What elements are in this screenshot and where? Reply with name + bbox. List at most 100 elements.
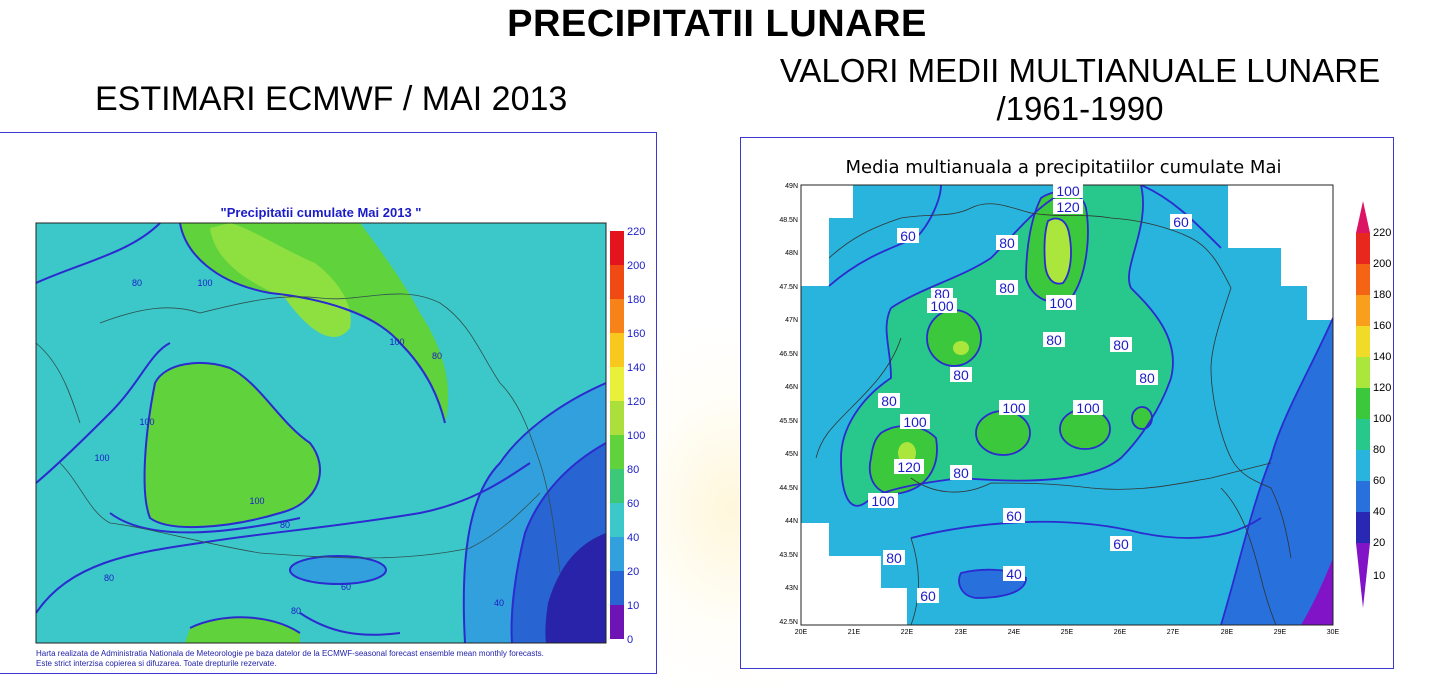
climatology-contour-label: 60 [1170, 214, 1192, 230]
ecmwf-colorbar-tick: 160 [627, 328, 645, 340]
ecmwf-contour-label: 100 [197, 278, 212, 288]
svg-text:100: 100 [1076, 400, 1100, 416]
ecmwf-zone-60-south [290, 556, 386, 584]
climatology-contour-label: 80 [1136, 370, 1158, 386]
ecmwf-map-frame [35, 222, 607, 644]
climatology-contour-label: 80 [1043, 332, 1065, 348]
svg-text:40: 40 [1006, 566, 1022, 582]
lat-tick: 43N [785, 585, 798, 592]
lat-tick: 43.5N [779, 552, 798, 559]
climatology-nodata-sw [801, 523, 907, 625]
climatology-colorbar-tick: 160 [1373, 320, 1391, 332]
climatology-contour-label: 80 [996, 280, 1018, 296]
ecmwf-colorbar-tick: 0 [627, 634, 633, 646]
right-subtitle: VALORI MEDII MULTIANUALE LUNARE /1961-19… [740, 52, 1420, 128]
ecmwf-zone-20-east [545, 533, 606, 643]
ecmwf-contour-label: 100 [389, 337, 404, 347]
ecmwf-colorbar-tick: 20 [627, 566, 639, 578]
lon-tick: 25E [1061, 629, 1074, 636]
svg-text:120: 120 [1056, 199, 1080, 215]
svg-text:100: 100 [903, 414, 927, 430]
right-subtitle-line2: /1961-1990 [996, 90, 1164, 127]
ecmwf-contour-label: 80 [291, 606, 301, 616]
climatology-zone-100-center [976, 411, 1030, 455]
svg-text:80: 80 [1113, 337, 1129, 353]
svg-text:100: 100 [871, 493, 895, 509]
ecmwf-colorbar-tick: 200 [627, 260, 645, 272]
climatology-colorbar-tick: 60 [1373, 475, 1385, 487]
climatology-contour-label: 40 [1003, 566, 1025, 582]
lon-tick: 27E [1167, 629, 1180, 636]
lat-tick: 47N [785, 317, 798, 324]
ecmwf-colorbar-tick: 100 [627, 430, 645, 442]
climatology-colorbar: 220 200 180 160 140 120 100 80 60 40 20 … [1356, 201, 1391, 608]
climatology-colorbar-tick: 120 [1373, 382, 1391, 394]
ecmwf-map-panel: "Precipitatii cumulate Mai 2013 " [0, 132, 657, 674]
ecmwf-colorbar-tick: 40 [627, 532, 639, 544]
lon-tick: 26E [1114, 629, 1127, 636]
climatology-colorbar-tick: 140 [1373, 351, 1391, 363]
climatology-contour-label: 60 [1110, 536, 1132, 552]
lat-tick: 47.5N [779, 284, 798, 291]
climatology-colorbar-tick: 200 [1373, 258, 1391, 270]
climatology-zone-100-east [1060, 409, 1110, 449]
ecmwf-colorbar-tick: 120 [627, 396, 645, 408]
lon-tick: 28E [1221, 629, 1234, 636]
climatology-colorbar-tick: 10 [1373, 570, 1385, 582]
lon-tick: 29E [1274, 629, 1287, 636]
page-title: PRECIPITATII LUNARE [507, 3, 927, 45]
climatology-zone-120-west [953, 341, 969, 355]
climatology-contour-label: 120 [1053, 199, 1083, 215]
lon-tick: 24E [1008, 629, 1021, 636]
svg-text:80: 80 [953, 465, 969, 481]
lat-tick: 46.5N [779, 351, 798, 358]
ecmwf-map-svg: 80 100 100 80 100 100 100 80 80 80 60 40 [35, 222, 645, 646]
svg-text:80: 80 [999, 280, 1015, 296]
lon-tick: 21E [848, 629, 861, 636]
climatology-contour-label: 80 [1110, 337, 1132, 353]
ecmwf-contour-label: 100 [139, 417, 154, 427]
climatology-colorbar-tick: 100 [1373, 413, 1391, 425]
svg-text:100: 100 [1002, 400, 1026, 416]
ecmwf-footnote-line2: Este strict interzisa copierea si difuza… [36, 659, 277, 668]
ecmwf-colorbar-tick: 180 [627, 294, 645, 306]
lon-tick: 30E [1327, 629, 1340, 636]
climatology-colorbar-tick: 20 [1373, 537, 1385, 549]
climatology-nodata-nw [801, 185, 853, 286]
climatology-contour-label: 80 [883, 550, 905, 566]
ecmwf-footnote: Harta realizata de Administratia Nationa… [36, 649, 636, 669]
climatology-contour-label: 80 [878, 393, 900, 409]
ecmwf-colorbar: 220 200 180 160 140 120 100 80 60 40 20 … [610, 226, 645, 646]
climatology-nodata-ne [1228, 185, 1333, 320]
climatology-contour-label: 100 [900, 414, 930, 430]
ecmwf-colorbar-tick: 80 [627, 464, 639, 476]
lon-tick: 20E [795, 629, 808, 636]
ecmwf-contour-label: 60 [341, 582, 351, 592]
svg-text:60: 60 [1113, 536, 1129, 552]
ecmwf-contour-label: 100 [94, 453, 109, 463]
climatology-contour-label: 100 [927, 298, 957, 314]
svg-text:80: 80 [953, 367, 969, 383]
ecmwf-contour-label: 80 [280, 520, 290, 530]
lat-tick: 48.5N [779, 217, 798, 224]
ecmwf-contour-label: 40 [494, 598, 504, 608]
climatology-contour-label: 100 [1073, 400, 1103, 416]
lat-tick: 44.5N [779, 485, 798, 492]
climatology-colorbar-tick: 80 [1373, 444, 1385, 456]
svg-text:60: 60 [1006, 508, 1022, 524]
climatology-zone-100-small [1132, 407, 1152, 429]
svg-text:120: 120 [897, 459, 921, 475]
svg-text:80: 80 [881, 393, 897, 409]
lon-tick: 22E [901, 629, 914, 636]
climatology-map-svg: 49N 48.5N 48N 47.5N 47N 46.5N 46N 45.5N … [779, 183, 1391, 636]
svg-text:60: 60 [1173, 214, 1189, 230]
svg-text:80: 80 [1139, 370, 1155, 386]
climatology-map-panel: Media multianuala a precipitatiilor cumu… [740, 137, 1394, 669]
lat-tick: 44N [785, 518, 798, 525]
ecmwf-contour-label: 80 [432, 351, 442, 361]
climatology-contour-label: 60 [897, 228, 919, 244]
ecmwf-map-title: "Precipitatii cumulate Mai 2013 " [220, 205, 422, 220]
climatology-zone-40-east [1221, 318, 1333, 625]
climatology-zone-120-north [1044, 218, 1071, 284]
svg-text:100: 100 [1056, 183, 1080, 199]
